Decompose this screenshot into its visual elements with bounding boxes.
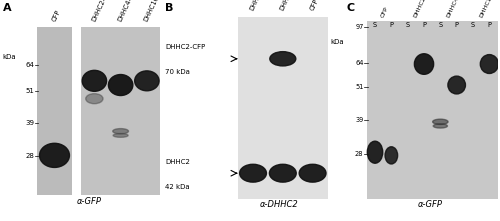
Ellipse shape bbox=[480, 55, 498, 73]
Text: A: A bbox=[2, 3, 11, 13]
Text: DHHC2-CFP: DHHC2-CFP bbox=[165, 44, 205, 50]
Text: C: C bbox=[347, 3, 355, 13]
Text: α-GFP: α-GFP bbox=[418, 200, 443, 209]
Ellipse shape bbox=[270, 52, 296, 66]
Text: P: P bbox=[488, 22, 492, 28]
Ellipse shape bbox=[240, 164, 266, 182]
Text: 39: 39 bbox=[25, 120, 34, 126]
Ellipse shape bbox=[433, 124, 448, 128]
Text: CFP: CFP bbox=[50, 8, 62, 22]
Text: S: S bbox=[406, 22, 409, 28]
Ellipse shape bbox=[82, 70, 106, 91]
Text: CFP: CFP bbox=[309, 0, 320, 11]
Bar bbox=[81, 27, 160, 195]
Ellipse shape bbox=[385, 147, 398, 164]
Ellipse shape bbox=[432, 119, 448, 124]
Text: S: S bbox=[373, 22, 377, 28]
Text: kDa: kDa bbox=[2, 54, 16, 60]
Ellipse shape bbox=[270, 164, 296, 182]
Ellipse shape bbox=[448, 76, 466, 94]
Ellipse shape bbox=[368, 141, 382, 163]
Text: S: S bbox=[438, 22, 442, 28]
Text: P: P bbox=[390, 22, 394, 28]
Ellipse shape bbox=[414, 54, 434, 74]
Text: DHHC2: DHHC2 bbox=[279, 0, 294, 11]
Text: 51: 51 bbox=[25, 88, 34, 94]
Text: kDa: kDa bbox=[330, 39, 344, 45]
Text: S: S bbox=[471, 22, 475, 28]
Bar bbox=[367, 21, 498, 199]
Text: 28: 28 bbox=[355, 151, 364, 157]
Ellipse shape bbox=[299, 164, 326, 182]
Text: 97: 97 bbox=[355, 24, 364, 30]
Text: DHHC16-CFP: DHHC16-CFP bbox=[143, 0, 167, 22]
Text: α-GFP: α-GFP bbox=[76, 197, 102, 206]
Text: DHHC4-CFP: DHHC4-CFP bbox=[117, 0, 138, 22]
Text: DHHC2-CFP: DHHC2-CFP bbox=[90, 0, 112, 22]
Bar bbox=[238, 17, 328, 199]
Ellipse shape bbox=[134, 71, 159, 91]
Text: 39: 39 bbox=[355, 117, 364, 123]
Text: CFP: CFP bbox=[380, 6, 390, 19]
Text: P: P bbox=[454, 22, 458, 28]
Text: DHHC2: DHHC2 bbox=[165, 159, 190, 165]
Text: 70 kDa: 70 kDa bbox=[165, 69, 190, 75]
Text: DHHC16-CFP: DHHC16-CFP bbox=[478, 0, 500, 19]
Ellipse shape bbox=[40, 143, 70, 168]
Text: B: B bbox=[165, 3, 173, 13]
Bar bbox=[37, 27, 72, 195]
Text: 64: 64 bbox=[25, 62, 34, 68]
Text: 28: 28 bbox=[25, 153, 34, 159]
Text: 64: 64 bbox=[355, 60, 364, 66]
Text: 51: 51 bbox=[355, 84, 364, 90]
Ellipse shape bbox=[86, 94, 103, 104]
Ellipse shape bbox=[113, 133, 128, 137]
Text: P: P bbox=[422, 22, 426, 28]
Ellipse shape bbox=[108, 74, 133, 95]
Text: 42 kDa: 42 kDa bbox=[165, 184, 190, 190]
Text: α-DHHC2: α-DHHC2 bbox=[260, 200, 298, 209]
Text: DHHC4: DHHC4 bbox=[249, 0, 264, 11]
Ellipse shape bbox=[113, 129, 128, 134]
Text: DHHC2-CFP: DHHC2-CFP bbox=[413, 0, 433, 19]
Text: DHHC4-CFP: DHHC4-CFP bbox=[446, 0, 466, 19]
